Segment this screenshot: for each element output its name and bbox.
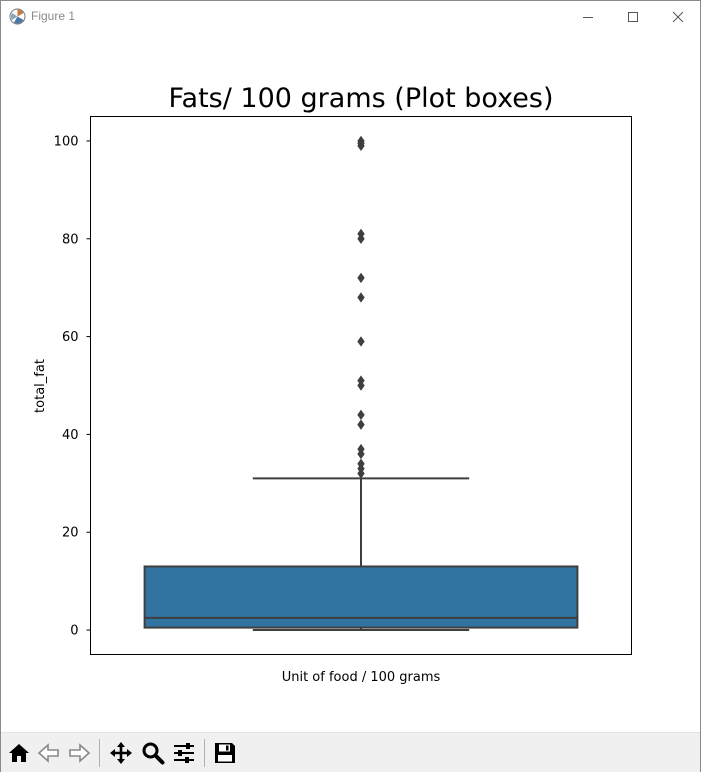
outlier-point <box>357 375 365 386</box>
title-bar: Figure 1 <box>1 1 700 32</box>
window-title: Figure 1 <box>31 9 76 23</box>
outlier-point <box>357 443 365 455</box>
y-tick-label: 40 <box>62 428 79 443</box>
forward-arrow-icon <box>69 743 91 763</box>
y-tick-label: 20 <box>62 526 79 541</box>
close-button[interactable] <box>655 1 701 32</box>
outlier-point <box>357 336 365 347</box>
home-button[interactable] <box>5 738 33 768</box>
back-arrow-icon <box>37 743 59 763</box>
home-icon <box>9 744 29 762</box>
y-tick-label: 0 <box>70 624 78 639</box>
y-axis-label: total_fat <box>33 359 48 413</box>
forward-button[interactable] <box>65 738 93 768</box>
outlier-point <box>357 292 365 303</box>
y-tick-label: 60 <box>62 330 79 345</box>
configure-subplots-button[interactable] <box>170 738 198 768</box>
save-icon <box>215 743 235 763</box>
close-icon <box>672 11 684 22</box>
toolbar-separator <box>204 739 205 767</box>
minimize-icon <box>583 16 593 18</box>
pan-button[interactable] <box>107 738 135 768</box>
outlier-point <box>357 458 365 469</box>
back-button[interactable] <box>35 738 63 768</box>
outlier-point <box>357 272 365 284</box>
outlier-point <box>357 135 365 147</box>
box-plot: Fats/ 100 grams (Plot boxes) Unit of foo… <box>33 83 632 685</box>
maximize-icon <box>628 11 638 22</box>
maximize-button[interactable] <box>610 1 656 32</box>
save-button[interactable] <box>211 738 239 768</box>
outlier-point <box>357 228 365 240</box>
outlier-point <box>357 419 365 430</box>
y-tick-label: 80 <box>62 232 79 247</box>
pan-icon <box>110 742 132 764</box>
y-tick-label: 100 <box>54 134 79 149</box>
zoom-button[interactable] <box>139 738 167 768</box>
configure-subplots-icon <box>174 743 194 763</box>
outlier-point <box>357 409 365 421</box>
minimize-button[interactable] <box>565 1 611 32</box>
chart-title: Fats/ 100 grams (Plot boxes) <box>169 83 554 114</box>
zoom-icon <box>142 742 165 765</box>
x-axis-label: Unit of food / 100 grams <box>282 670 441 685</box>
toolbar-separator <box>99 739 100 767</box>
navigation-toolbar <box>1 732 700 772</box>
matplotlib-icon <box>9 8 26 25</box>
plot-frame <box>90 116 632 655</box>
